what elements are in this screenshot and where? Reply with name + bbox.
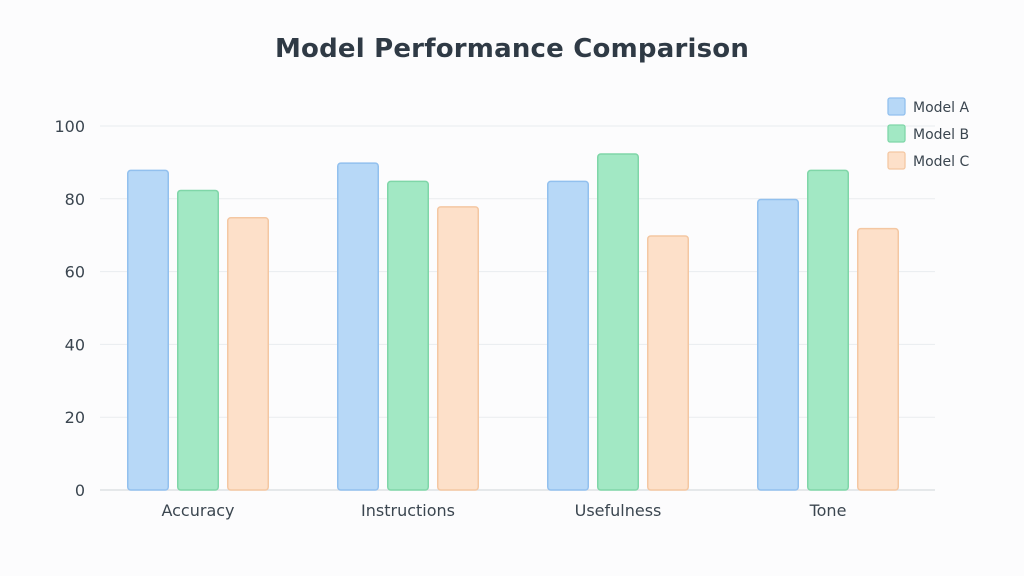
legend-swatch <box>887 151 906 170</box>
x-category-label: Tone <box>809 501 847 520</box>
legend-label: Model A <box>913 100 969 116</box>
bar-model-a-instructions <box>337 162 379 491</box>
bar-model-a-usefulness <box>547 180 589 491</box>
y-tick-label: 40 <box>65 335 85 354</box>
y-tick-label: 0 <box>75 481 85 500</box>
bar-model-b-usefulness <box>597 153 639 491</box>
legend-swatch <box>887 97 906 116</box>
bar-model-c-tone <box>857 227 899 491</box>
bar-model-c-usefulness <box>647 235 689 491</box>
bar-model-b-accuracy <box>177 189 219 491</box>
y-tick-label: 80 <box>65 190 85 209</box>
y-tick-label: 20 <box>65 408 85 427</box>
legend-label: Model C <box>913 154 969 170</box>
legend-label: Model B <box>913 127 969 143</box>
bar-model-a-tone <box>757 198 799 491</box>
chart-title: Model Performance Comparison <box>274 34 750 64</box>
x-category-label: Usefulness <box>575 501 662 520</box>
legend-swatch <box>887 124 906 143</box>
bar-model-b-instructions <box>387 180 429 491</box>
x-category-label: Instructions <box>361 501 455 520</box>
bar-model-c-instructions <box>437 206 479 491</box>
y-tick-label: 60 <box>65 263 85 282</box>
bar-model-c-accuracy <box>227 217 269 491</box>
bar-model-b-tone <box>807 169 849 491</box>
y-tick-label: 100 <box>54 117 85 136</box>
x-category-label: Accuracy <box>161 501 234 520</box>
bar-model-a-accuracy <box>127 169 169 491</box>
